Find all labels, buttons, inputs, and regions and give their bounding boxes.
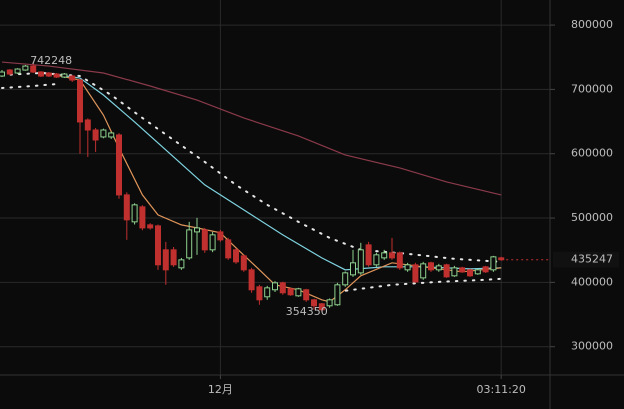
candle-body <box>147 224 154 229</box>
candle-body <box>92 129 99 141</box>
candle-body <box>108 132 115 138</box>
candle-body <box>357 249 364 274</box>
candle-body <box>14 68 21 74</box>
y-tick-label: 800000 <box>571 18 613 31</box>
candle-body <box>170 249 177 266</box>
candle-body <box>474 269 481 275</box>
candle-body <box>77 79 83 123</box>
candle-body <box>6 69 13 75</box>
candle-body <box>412 264 419 283</box>
candle-body <box>162 249 169 271</box>
candle-body <box>186 229 193 259</box>
candle-body <box>389 252 395 259</box>
candle-body <box>287 288 294 296</box>
candle-body <box>225 239 232 259</box>
candle-body <box>342 272 349 286</box>
candle-body <box>428 262 434 271</box>
candle-body <box>45 72 52 77</box>
candle-body <box>381 252 388 259</box>
candle-body <box>240 255 247 271</box>
candle-body <box>30 65 37 73</box>
candle-body <box>365 244 372 266</box>
high-label: 742248 <box>30 54 72 67</box>
last-price-box <box>553 251 619 268</box>
candle-body <box>248 269 255 291</box>
candle-body <box>451 267 458 277</box>
candle-body <box>482 266 489 273</box>
candle-body <box>209 234 216 251</box>
candle-body <box>0 71 5 77</box>
candle-body <box>233 249 239 263</box>
candle-body <box>61 73 68 78</box>
candle-body <box>404 264 411 271</box>
low-label: 354350 <box>286 305 328 318</box>
y-tick-label: 700000 <box>571 82 613 95</box>
candle-body <box>311 299 317 307</box>
moving-average-line <box>1 61 502 196</box>
candle-body <box>178 259 185 269</box>
candle-body <box>303 289 310 301</box>
candle-body <box>194 227 200 233</box>
candle-body <box>490 256 497 271</box>
candle-body <box>459 267 466 273</box>
candle-body <box>38 71 44 77</box>
candle-body <box>256 286 263 301</box>
candle-body <box>326 299 333 307</box>
candle-body <box>116 134 122 196</box>
candle-body <box>443 264 450 278</box>
candle-body <box>318 303 325 311</box>
candle-body <box>420 263 427 279</box>
candle-body <box>264 287 271 298</box>
candle-body <box>217 231 224 241</box>
candle-body <box>467 269 473 277</box>
candle-body <box>334 284 341 306</box>
candle-body <box>295 288 302 297</box>
x-tick-label: 12月 <box>208 383 233 396</box>
y-tick-label: 400000 <box>571 275 613 288</box>
candle-body <box>139 206 146 229</box>
moving-average-line <box>40 71 502 303</box>
candle-body <box>435 265 442 271</box>
candle-body <box>396 252 403 269</box>
last-price-label: 435247 <box>571 253 613 266</box>
candle-body <box>84 119 91 131</box>
candle-body <box>155 225 161 266</box>
y-tick-label: 500000 <box>571 211 613 224</box>
y-tick-label: 600000 <box>571 147 613 160</box>
candle-body <box>350 262 356 276</box>
candle-body <box>201 229 208 251</box>
candle-body <box>100 129 107 138</box>
candle-body <box>279 282 286 294</box>
moving-average-line <box>1 83 503 293</box>
candle-body <box>272 282 278 291</box>
x-tick-label: 03:11:20 <box>476 383 525 396</box>
candle-body <box>69 75 76 81</box>
candle-body <box>22 65 29 71</box>
candle-body <box>53 73 60 78</box>
candle-body <box>131 204 138 223</box>
candle-body <box>373 254 380 266</box>
candle-body <box>123 194 130 221</box>
y-tick-label: 300000 <box>571 340 613 353</box>
